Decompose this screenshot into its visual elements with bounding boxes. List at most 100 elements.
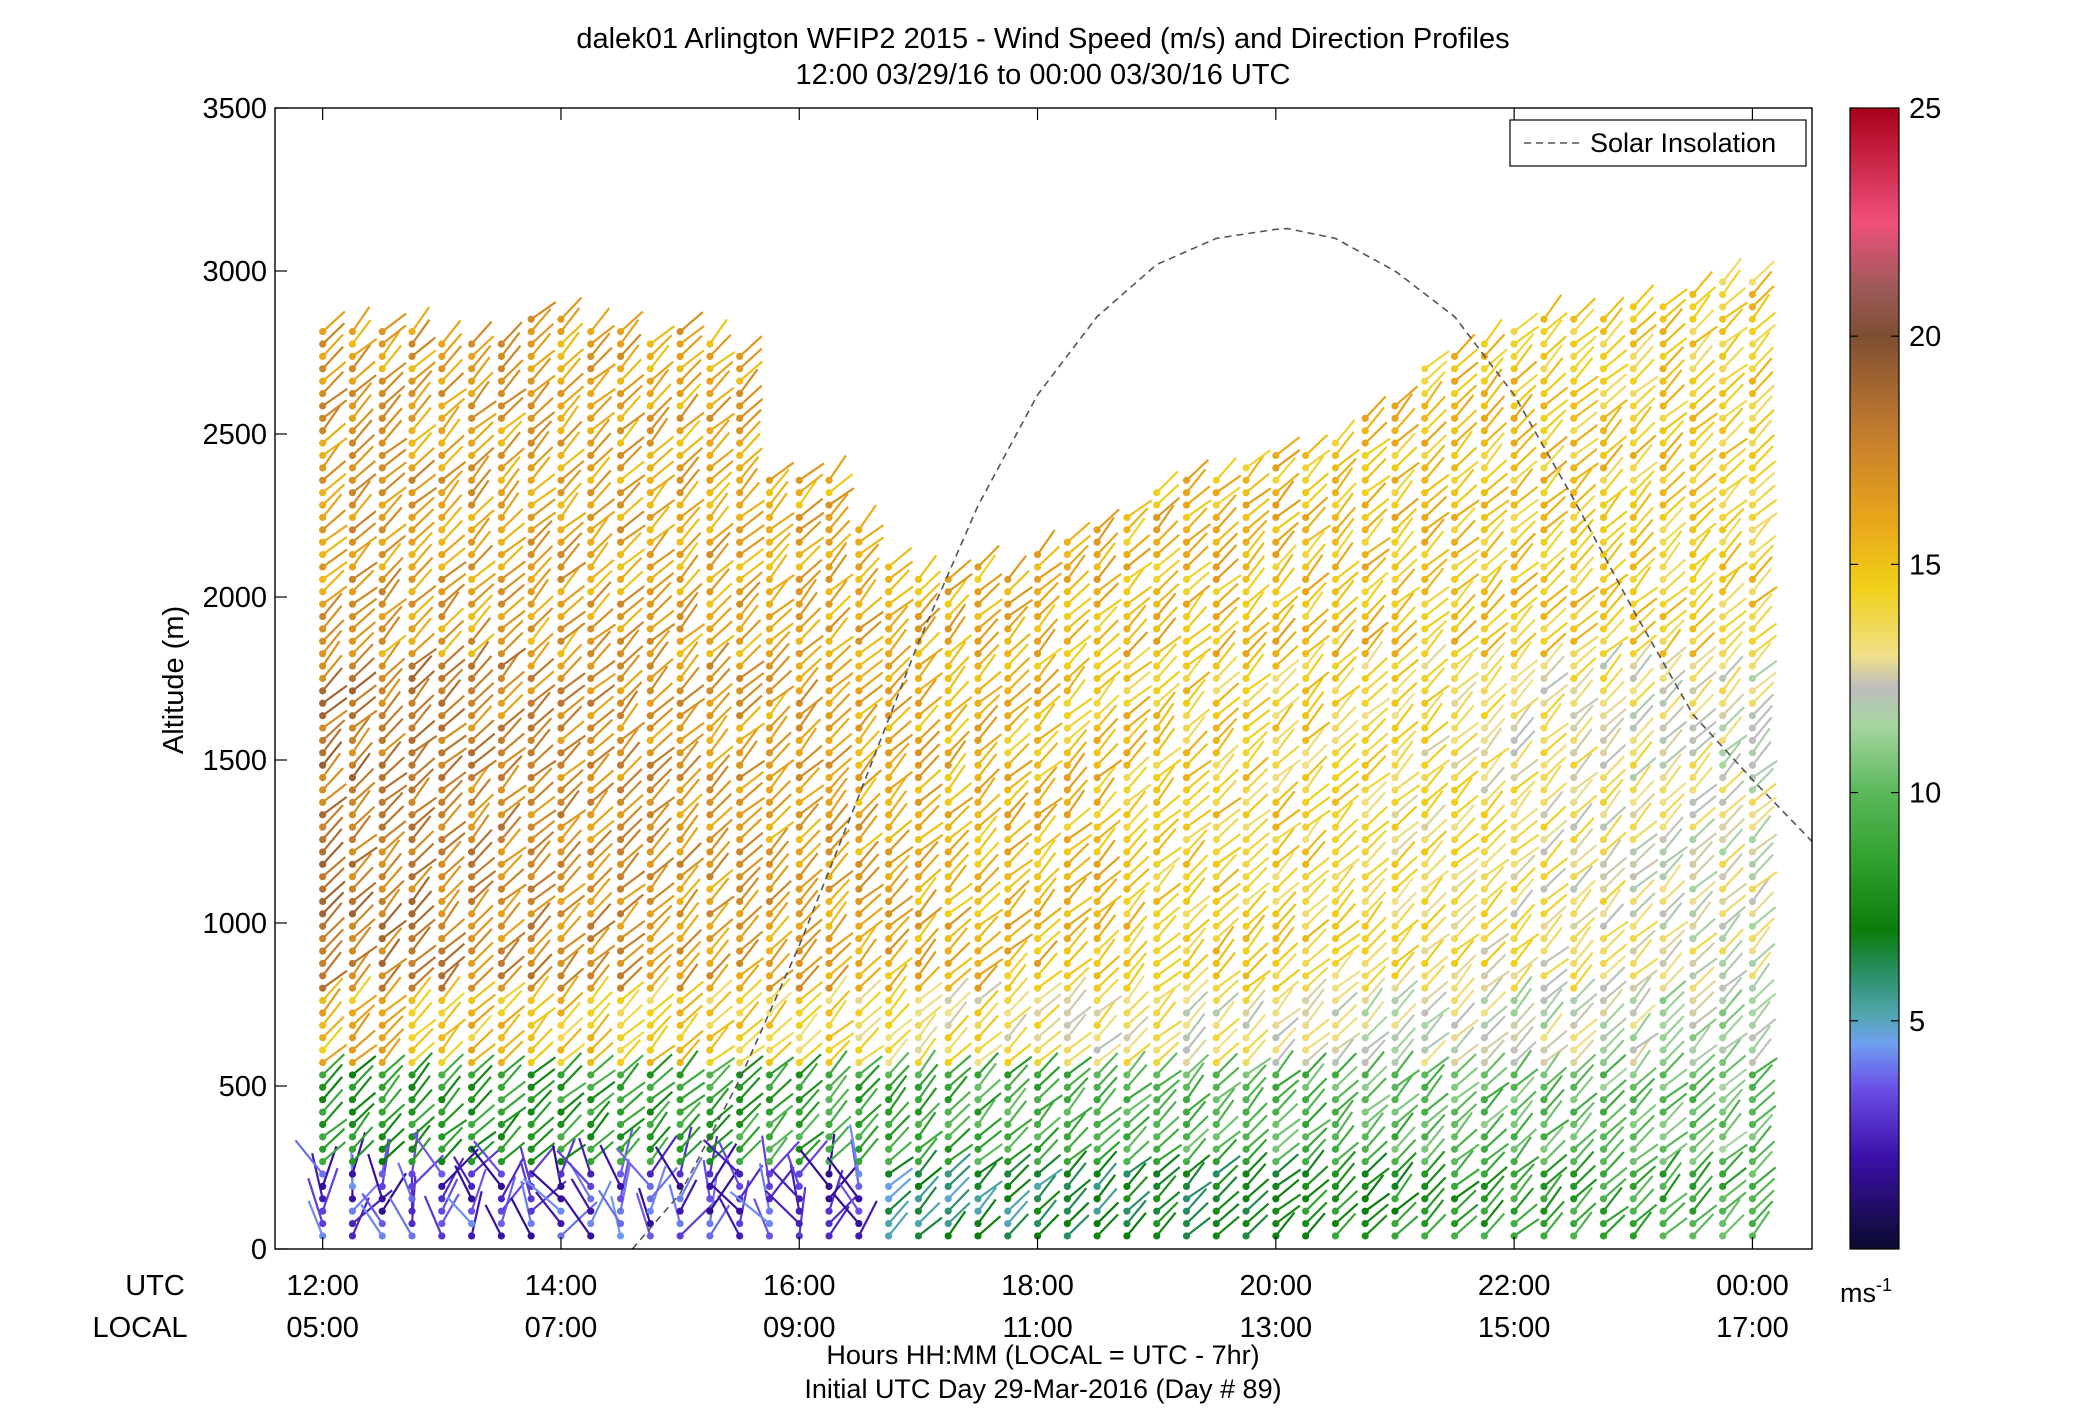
wind-barb-dot [706,910,714,918]
wind-barb [527,381,551,410]
wind-barb-dot [616,1158,625,1166]
wind-barb-dot [1004,1096,1012,1104]
wind-barb-dot [557,712,565,720]
wind-barb-dot [587,1096,595,1104]
wind-barb [348,684,378,707]
wind-barb-dot [795,588,803,596]
wind-barb [765,793,792,819]
wind-barb-dot [914,996,922,1005]
wind-barb-dot [676,402,684,410]
wind-barb-staff [738,781,764,804]
wind-barb [319,493,343,522]
wind-barb-dot [974,1133,982,1141]
wind-barb [885,1177,912,1203]
wind-barb-dot [855,972,863,980]
wind-barb-staff [858,883,885,903]
wind-barb-dot [616,637,625,645]
wind-barb [319,891,345,918]
wind-barb-staff [441,779,464,804]
wind-barb-dot [676,1021,684,1029]
wind-barb-dot [676,389,684,398]
wind-barb-dot [527,972,535,980]
wind-barb-dot [616,439,625,447]
wind-barb-dot [765,749,774,757]
wind-barb-dot [438,712,446,720]
wind-barb-dot [557,860,565,868]
wind-barb-dot [348,1195,357,1203]
wind-barb-dot [378,774,386,782]
wind-barb [497,746,527,769]
wind-barb-dot [795,1195,803,1203]
wind-barb [467,434,495,460]
wind-barb-dot [795,662,803,670]
wind-barb-dot [348,984,357,992]
wind-barb-dot [557,1046,565,1054]
wind-barb [467,954,495,980]
wind-barb [438,560,467,583]
wind-barb [408,336,436,361]
wind-barb-dot [706,439,714,447]
wind-barb-dot [408,501,416,509]
wind-barb-staff [500,854,523,878]
wind-barb-staff [351,1132,367,1175]
wind-barb-dot [467,451,476,460]
wind-barb-staff [1007,1153,1032,1175]
wind-barb-staff [530,374,556,395]
wind-barb [319,841,344,868]
wind-barb-dot [885,1145,893,1153]
wind-barb-staff [470,879,495,903]
wind-barb [557,768,584,794]
wind-barb-staff [351,394,372,420]
wind-barb [348,319,372,348]
wind-barb-dot [587,972,595,980]
wind-barb-dot [795,1083,803,1091]
wind-barb-dot [319,885,327,893]
wind-barb-staff [470,1130,497,1151]
wind-barb-staff [500,764,520,791]
wind-barb-dot [378,439,386,447]
wind-barb-staff [411,815,432,841]
chart-title: dalek01 Arlington WFIP2 2015 - Wind Spee… [576,23,1509,55]
wind-barb-staff [441,942,466,965]
wind-barb [795,644,822,670]
wind-barb [467,879,495,906]
wind-barb-dot [527,811,535,819]
wind-barb-staff [530,473,556,494]
wind-barb [616,955,644,980]
wind-barb-dot [467,860,476,868]
wind-barb [470,1146,505,1191]
wind-barb-dot [348,1009,357,1017]
wind-barb-dot [587,959,595,968]
wind-barb [388,1197,416,1240]
wind-barb [348,1149,357,1191]
wind-barb-dot [378,662,386,670]
wind-barb-dot [646,563,654,571]
wind-barb-dot [557,1083,565,1091]
wind-barb [914,769,942,794]
wind-barb-dot [438,935,446,943]
wind-barb-dot [497,1219,505,1228]
wind-barb-dot [646,352,654,361]
wind-barb [497,889,522,918]
wind-barb-staff [321,346,344,370]
wind-barb-staff [411,865,433,890]
wind-barb-dot [676,476,684,484]
wind-barb-dot [527,885,535,893]
wind-barb-staff [351,805,376,828]
wind-barb-dot [855,996,863,1005]
wind-barb [378,578,401,608]
wind-barb-dot [1004,761,1012,769]
wind-barb-dot [825,1058,833,1067]
wind-barb-staff [411,944,437,965]
wind-barb-staff [381,994,408,1014]
wind-barb-dot [467,749,476,757]
wind-barb-staff [381,919,407,940]
wind-barb-dot [408,526,416,534]
wind-barb-dot [408,984,416,992]
wind-barb [348,445,374,472]
wind-barb [319,460,347,484]
wind-barb-dot [319,1108,327,1116]
wind-barb [497,647,527,670]
wind-barb [319,370,345,398]
wind-barb-dot [557,984,565,992]
